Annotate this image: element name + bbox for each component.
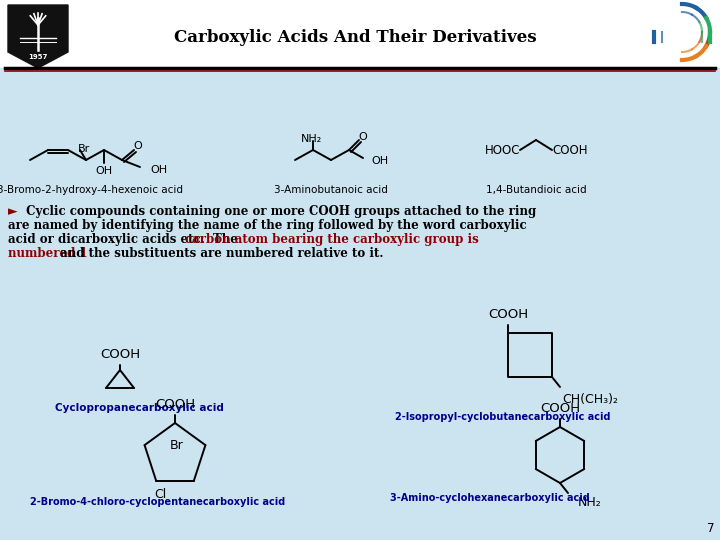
Text: acid or dicarboxylic acids etc.  The: acid or dicarboxylic acids etc. The — [8, 233, 242, 246]
Text: and the substituents are numbered relative to it.: and the substituents are numbered relati… — [56, 247, 383, 260]
Polygon shape — [8, 5, 68, 68]
Text: O: O — [134, 141, 143, 151]
Text: 3-Aminobutanoic acid: 3-Aminobutanoic acid — [274, 185, 388, 195]
Text: 2-Isopropyl-cyclobutanecarboxylic acid: 2-Isopropyl-cyclobutanecarboxylic acid — [395, 412, 611, 422]
Text: 3-Bromo-2-hydroxy-4-hexenoic acid: 3-Bromo-2-hydroxy-4-hexenoic acid — [0, 185, 183, 195]
Text: COOH: COOH — [100, 348, 140, 361]
Text: are named by identifying the name of the ring followed by the word carboxylic: are named by identifying the name of the… — [8, 219, 526, 232]
Text: Cl: Cl — [154, 488, 166, 501]
Text: Br: Br — [170, 438, 184, 451]
Text: CH(CH₃)₂: CH(CH₃)₂ — [562, 393, 618, 406]
Text: Cyclopropanecarboxylic acid: Cyclopropanecarboxylic acid — [55, 403, 224, 413]
Text: COOH: COOH — [488, 308, 528, 321]
Text: O: O — [359, 132, 367, 142]
Text: carbon atom bearing the carboxylic group is: carbon atom bearing the carboxylic group… — [185, 233, 479, 246]
Text: NH₂: NH₂ — [578, 496, 602, 510]
Text: COOH: COOH — [540, 402, 580, 415]
Text: 2-Bromo-4-chloro-cyclopentanecarboxylic acid: 2-Bromo-4-chloro-cyclopentanecarboxylic … — [30, 497, 285, 507]
Text: Cyclic compounds containing one or more COOH groups attached to the ring: Cyclic compounds containing one or more … — [22, 205, 536, 218]
Text: 1957: 1957 — [28, 54, 48, 60]
Text: ►: ► — [8, 205, 17, 218]
Text: COOH: COOH — [552, 144, 588, 157]
Text: 3-Amino-cyclohexanecarboxylic acid: 3-Amino-cyclohexanecarboxylic acid — [390, 493, 590, 503]
Bar — [0, 0, 720, 68]
Text: NH₂: NH₂ — [300, 134, 322, 144]
Text: COOH: COOH — [155, 399, 195, 411]
Text: Br: Br — [78, 144, 90, 154]
Text: numbered 1: numbered 1 — [8, 247, 88, 260]
Text: 7: 7 — [706, 522, 714, 535]
Text: OH: OH — [371, 156, 388, 166]
Text: HOOC: HOOC — [485, 144, 520, 157]
Text: 1,4-Butandioic acid: 1,4-Butandioic acid — [486, 185, 586, 195]
Text: Carboxylic Acids And Their Derivatives: Carboxylic Acids And Their Derivatives — [174, 30, 536, 46]
Text: OH: OH — [96, 166, 112, 176]
Text: OH: OH — [150, 165, 167, 175]
